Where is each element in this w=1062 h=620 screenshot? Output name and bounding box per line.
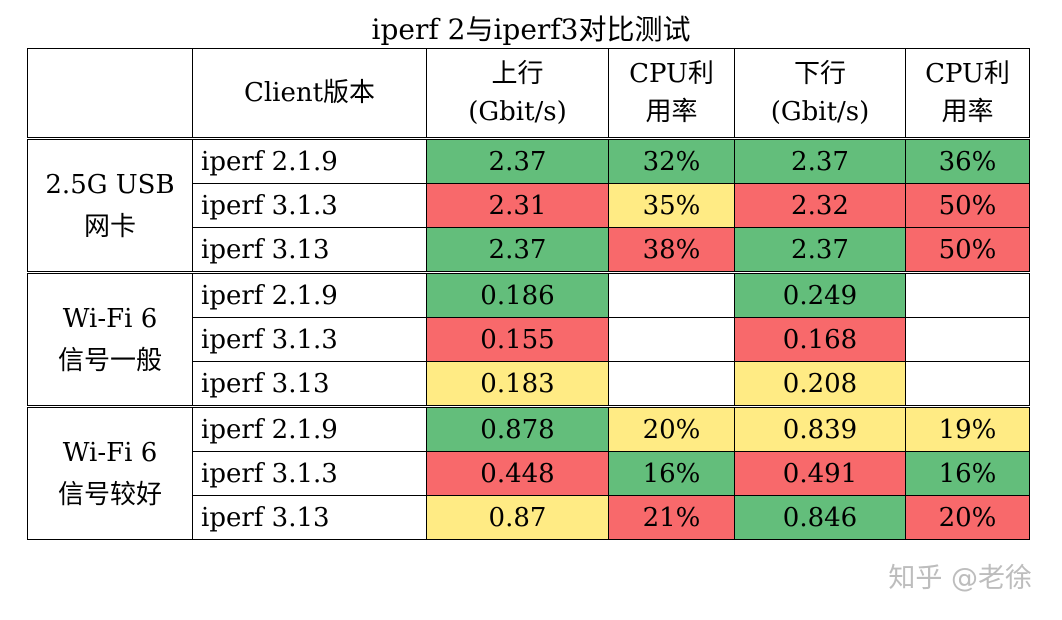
header-client-version: Client版本 bbox=[192, 48, 427, 140]
upload-cell: 0.155 bbox=[426, 317, 609, 362]
upload-cell: 0.183 bbox=[426, 361, 609, 407]
header-upload-cpu-line2: 用率 bbox=[645, 97, 698, 127]
table-title: iperf 2与iperf3对比测试 bbox=[371, 13, 691, 46]
table-row: iperf 3.13 0.87 21% 0.846 20% bbox=[28, 495, 1030, 540]
header-upload-line1: 上行 bbox=[491, 59, 544, 89]
group-label: 2.5G USB 网卡 bbox=[27, 138, 193, 273]
table-row: iperf 3.1.3 0.448 16% 0.491 16% bbox=[28, 451, 1030, 496]
header-download-line2: (Gbit/s) bbox=[770, 97, 870, 127]
download-cpu-cell bbox=[905, 271, 1030, 318]
version-cell: iperf 3.13 bbox=[192, 361, 427, 407]
upload-cpu-cell bbox=[608, 317, 735, 362]
upload-cpu-cell: 20% bbox=[608, 405, 735, 452]
header-download-line1: 下行 bbox=[793, 59, 846, 89]
header-download-cpu-line2: 用率 bbox=[941, 97, 994, 127]
upload-cpu-cell: 38% bbox=[608, 227, 735, 273]
group-label-line2: 信号较好 bbox=[57, 479, 162, 510]
download-cell: 2.32 bbox=[734, 183, 906, 228]
upload-cell: 2.37 bbox=[426, 227, 609, 273]
header-download-cpu-line1: CPU利 bbox=[925, 59, 1010, 89]
header-upload-cpu-line1: CPU利 bbox=[629, 59, 714, 89]
version-cell: iperf 3.1.3 bbox=[192, 183, 427, 228]
download-cell: 0.168 bbox=[734, 317, 906, 362]
download-cell: 0.208 bbox=[734, 361, 906, 407]
header-upload-line2: (Gbit/s) bbox=[468, 97, 567, 127]
upload-cell: 2.31 bbox=[426, 183, 609, 228]
header-upload-cpu: CPU利 用率 bbox=[608, 48, 735, 140]
download-cpu-cell bbox=[905, 361, 1030, 407]
upload-cell: 0.186 bbox=[426, 271, 609, 318]
header-upload: 上行 (Gbit/s) bbox=[426, 48, 609, 140]
download-cpu-cell bbox=[905, 317, 1030, 362]
group-label: Wi-Fi 6 信号较好 bbox=[27, 405, 193, 540]
download-cpu-cell: 16% bbox=[905, 451, 1030, 496]
upload-cpu-cell: 16% bbox=[608, 451, 735, 496]
version-cell: iperf 2.1.9 bbox=[192, 271, 427, 318]
header-group bbox=[27, 48, 193, 140]
table-row: iperf 3.13 2.37 38% 2.37 50% bbox=[28, 227, 1030, 273]
version-cell: iperf 2.1.9 bbox=[192, 405, 427, 452]
table-row: Wi-Fi 6 信号一般 iperf 2.1.9 0.186 0.249 bbox=[27, 271, 1030, 407]
version-cell: iperf 3.1.3 bbox=[192, 451, 427, 496]
download-cell: 0.491 bbox=[734, 451, 906, 496]
group-label: Wi-Fi 6 信号一般 bbox=[27, 271, 193, 407]
upload-cpu-cell bbox=[608, 361, 735, 407]
download-cell: 0.839 bbox=[734, 405, 906, 452]
download-cpu-cell: 20% bbox=[905, 495, 1030, 540]
header-row: Client版本 上行 (Gbit/s) CPU利 用率 下行 (Gbit/s)… bbox=[27, 48, 1030, 140]
download-cell: 0.249 bbox=[734, 271, 906, 318]
group-label-line2: 网卡 bbox=[83, 211, 136, 242]
version-cell: iperf 3.1.3 bbox=[192, 317, 427, 362]
table-row: Wi-Fi 6 信号较好 iperf 2.1.9 0.878 20% 0.839… bbox=[27, 405, 1030, 540]
upload-cell: 2.37 bbox=[426, 138, 609, 184]
version-cell: iperf 3.13 bbox=[192, 227, 427, 273]
table-row: 2.5G USB 网卡 iperf 2.1.9 2.37 32% 2.37 36… bbox=[27, 138, 1030, 273]
version-cell: iperf 3.13 bbox=[192, 495, 427, 540]
upload-cell: 0.878 bbox=[426, 405, 609, 452]
download-cpu-cell: 19% bbox=[905, 405, 1030, 452]
upload-cpu-cell: 21% bbox=[608, 495, 735, 540]
upload-cpu-cell: 32% bbox=[608, 138, 735, 184]
download-cell: 2.37 bbox=[734, 138, 906, 184]
upload-cell: 0.448 bbox=[426, 451, 609, 496]
table-row: iperf 3.1.3 2.31 35% 2.32 50% bbox=[28, 183, 1030, 228]
upload-cell: 0.87 bbox=[426, 495, 609, 540]
header-download: 下行 (Gbit/s) bbox=[734, 48, 906, 140]
table-row: iperf 3.1.3 0.155 0.168 bbox=[28, 317, 1030, 362]
upload-cpu-cell bbox=[608, 271, 735, 318]
download-cpu-cell: 50% bbox=[905, 227, 1030, 273]
comparison-table: Client版本 上行 (Gbit/s) CPU利 用率 下行 (Gbit/s)… bbox=[27, 48, 1030, 540]
download-cell: 0.846 bbox=[734, 495, 906, 540]
version-cell: iperf 2.1.9 bbox=[192, 138, 427, 184]
header-download-cpu: CPU利 用率 bbox=[905, 48, 1030, 140]
download-cell: 2.37 bbox=[734, 227, 906, 273]
watermark: 知乎 @老徐 bbox=[888, 563, 1032, 594]
group-label-line2: 信号一般 bbox=[57, 345, 162, 376]
download-cpu-cell: 36% bbox=[905, 138, 1030, 184]
group-label-line1: 2.5G USB bbox=[45, 169, 175, 200]
upload-cpu-cell: 35% bbox=[608, 183, 735, 228]
download-cpu-cell: 50% bbox=[905, 183, 1030, 228]
group-label-line1: Wi-Fi 6 bbox=[62, 437, 158, 468]
group-label-line1: Wi-Fi 6 bbox=[62, 303, 158, 334]
